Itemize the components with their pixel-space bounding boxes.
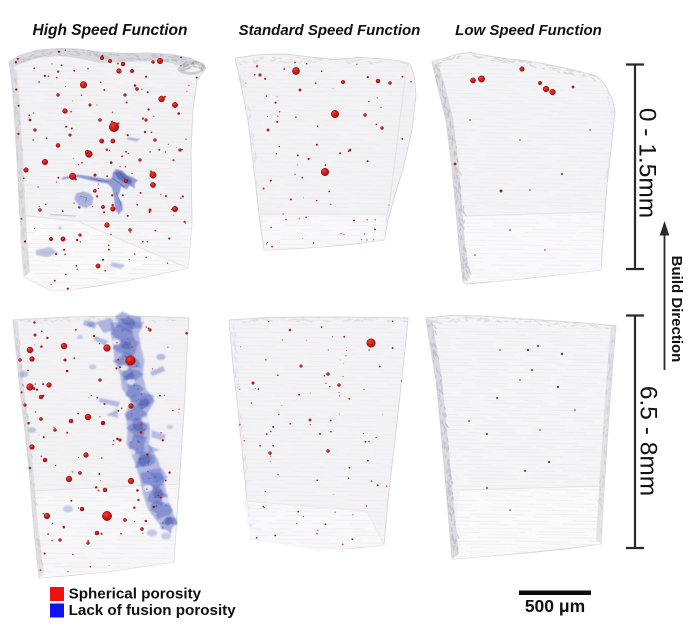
svg-text:0 - 1.5mm: 0 - 1.5mm xyxy=(634,108,661,218)
svg-text:Low Speed Function: Low Speed Function xyxy=(455,22,602,39)
svg-text:Spherical porosity: Spherical porosity xyxy=(69,585,202,602)
svg-text:Build Direction: Build Direction xyxy=(668,256,685,363)
svg-text:500 μm: 500 μm xyxy=(525,596,585,616)
svg-text:Standard Speed Function: Standard Speed Function xyxy=(239,22,421,39)
svg-text:Lack of fusion porosity: Lack of fusion porosity xyxy=(69,602,237,619)
svg-text:High Speed Function: High Speed Function xyxy=(33,22,188,39)
svg-text:6.5 - 8mm: 6.5 - 8mm xyxy=(635,386,662,496)
